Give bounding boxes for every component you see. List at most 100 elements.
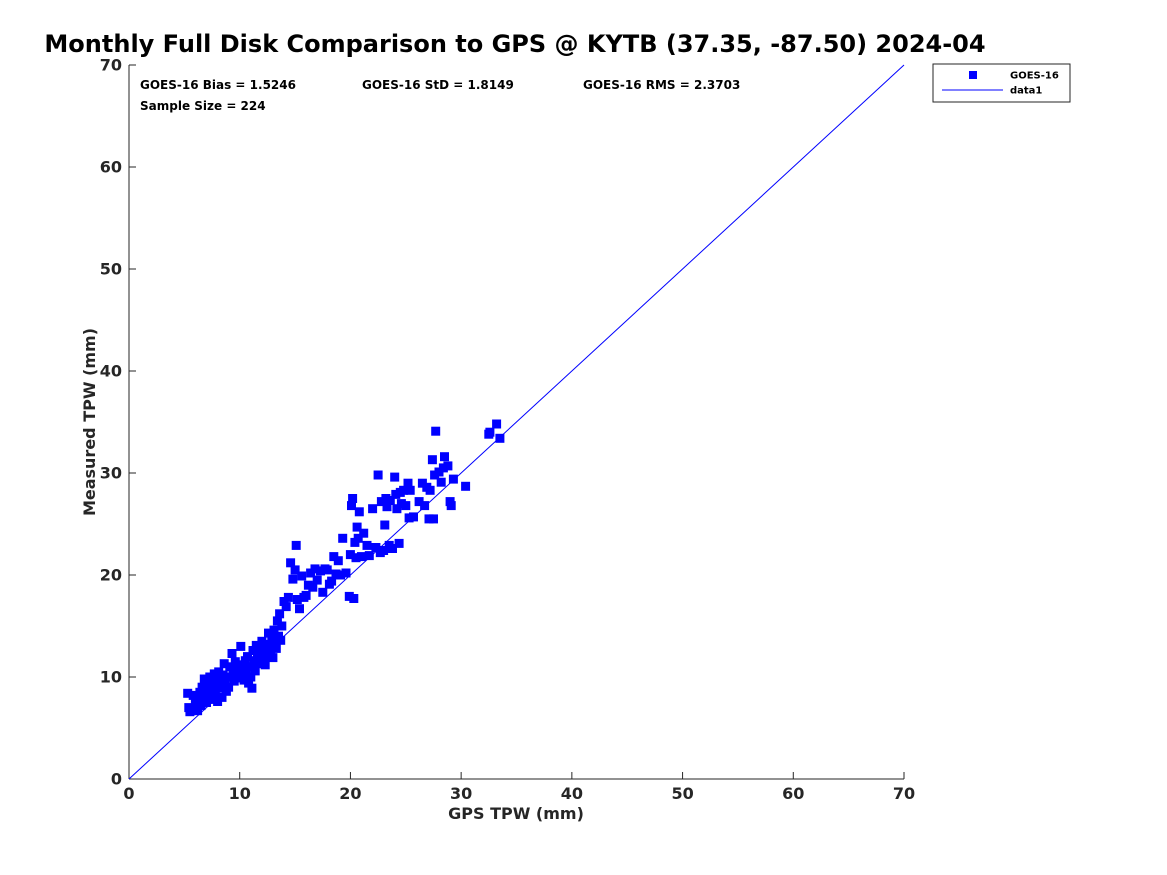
data-point (353, 533, 363, 543)
data-point (229, 676, 239, 686)
data-point (265, 641, 275, 651)
data-point (401, 501, 411, 511)
x-tick-label: 40 (561, 784, 583, 803)
data-point (420, 501, 430, 511)
data-point (207, 694, 217, 704)
data-point (188, 690, 198, 700)
stat-sample-size: Sample Size = 224 (140, 99, 266, 113)
data-point (281, 602, 291, 612)
data-point (206, 684, 216, 694)
data-point (492, 419, 502, 429)
y-tick-label: 20 (100, 566, 122, 585)
data-point (382, 502, 392, 512)
data-point (431, 426, 441, 436)
series-goes-16 (183, 419, 505, 717)
data-point (259, 645, 269, 654)
chart-title: Monthly Full Disk Comparison to GPS @ KY… (44, 30, 985, 58)
data-point (327, 576, 337, 586)
data-point (250, 666, 260, 676)
data-point (288, 574, 298, 584)
y-tick-label: 70 (100, 56, 122, 75)
data-point (414, 497, 424, 507)
data-point (461, 481, 471, 491)
data-point (210, 689, 220, 699)
data-point (236, 641, 246, 651)
y-tick-label: 10 (100, 668, 122, 687)
data-point (427, 455, 437, 465)
data-point (359, 528, 369, 538)
data-point (448, 474, 458, 484)
data-point (436, 477, 446, 487)
x-axis-label: GPS TPW (mm) (448, 804, 584, 823)
data-point (196, 701, 206, 711)
data-point (295, 604, 304, 614)
data-point (215, 683, 225, 693)
legend-label-data1: data1 (1010, 86, 1042, 97)
data-point (354, 507, 364, 517)
data-point (276, 635, 286, 645)
data-point (268, 653, 278, 663)
data-point (443, 461, 453, 471)
data-point (269, 625, 279, 635)
data-point (193, 706, 203, 716)
legend-box (932, 63, 1071, 103)
y-ticks: 0 10 20 30 40 50 60 70 (100, 56, 136, 789)
data-point (244, 678, 254, 688)
data-point (217, 692, 227, 702)
data-point (336, 570, 345, 580)
data-point (272, 616, 282, 626)
data-point (362, 540, 372, 550)
data-point (195, 687, 205, 697)
data-point (446, 501, 456, 511)
data-point (440, 452, 449, 462)
data-point (297, 571, 307, 581)
data-point (283, 592, 293, 602)
data-point (318, 587, 328, 597)
data-point (200, 686, 210, 696)
data-point (248, 646, 258, 655)
data-point (338, 533, 348, 543)
y-tick-label: 50 (100, 260, 122, 279)
data-point (409, 512, 418, 522)
data-point (223, 672, 232, 682)
data-point (246, 672, 256, 682)
data-point (394, 538, 404, 548)
data-point (291, 540, 301, 550)
data-point (266, 648, 276, 657)
data-point (485, 427, 495, 437)
y-axis-label: Measured TPW (mm) (80, 328, 99, 516)
data-point (429, 514, 438, 524)
data-point (348, 494, 358, 503)
data-point (345, 550, 355, 560)
data-point (247, 683, 257, 693)
y-tick-label: 40 (100, 362, 122, 381)
stat-rms: GOES-16 RMS = 2.3703 (583, 78, 740, 92)
data-point (392, 504, 402, 514)
data-point (243, 652, 252, 662)
data-point (308, 582, 318, 592)
data-point (385, 496, 395, 505)
stat-bias: GOES-16 Bias = 1.5246 (140, 78, 296, 92)
data-point (368, 504, 378, 514)
legend: GOES-16 data1 (932, 63, 1071, 103)
data-point (290, 565, 300, 575)
data-point (260, 660, 270, 670)
x-tick-label: 20 (339, 784, 361, 803)
y-tick-label: 0 (111, 770, 122, 789)
stat-std: GOES-16 StD = 1.8149 (362, 78, 514, 92)
data-point (271, 643, 281, 653)
legend-marker-goes-16 (969, 71, 977, 79)
data-point (357, 552, 366, 562)
data-point (264, 628, 273, 638)
data-point (399, 485, 409, 495)
data-point (230, 657, 240, 667)
data-point (219, 659, 229, 669)
x-tick-label: 60 (782, 784, 804, 803)
x-tick-label: 70 (893, 784, 915, 803)
data-point (203, 679, 213, 689)
data-point (224, 682, 234, 692)
data-point (347, 501, 356, 511)
data-point (245, 662, 255, 672)
x-tick-label: 0 (123, 784, 134, 803)
